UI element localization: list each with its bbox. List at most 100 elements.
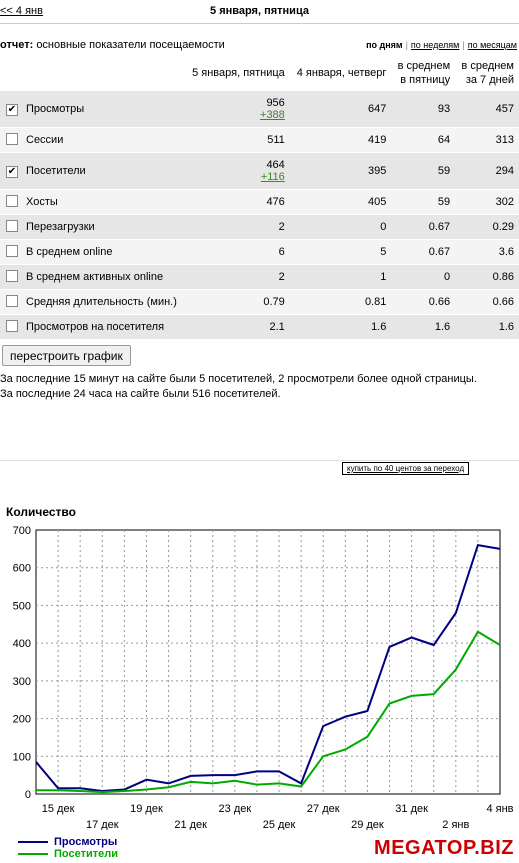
table-row: Средняя длительность (мин.) 0.79 0.81 0.66 0… [0, 289, 519, 315]
value-avg-friday: 0 [391, 264, 456, 290]
table-row: ✔ Просмотры 956 +388 647 93 457 [0, 91, 519, 128]
table-row: В среднем активных online 2 1 0 0.86 [0, 264, 519, 290]
x-tick-label: 23 дек [219, 803, 252, 815]
metric-checkbox[interactable] [6, 219, 18, 232]
metric-label: Хосты [18, 189, 186, 215]
x-tick-label: 17 дек [86, 819, 119, 830]
y-tick-label: 600 [13, 563, 31, 575]
y-tick-label: 500 [13, 600, 31, 612]
value-day: 511 [185, 127, 290, 153]
legend-swatch-views [18, 841, 48, 844]
legend-label-views: Просмотры [54, 836, 118, 848]
legend-item-views: Просмотры [18, 836, 117, 848]
value-prev: 0.81 [289, 289, 392, 315]
y-tick-label: 700 [13, 525, 31, 537]
metric-checkbox[interactable] [6, 194, 18, 207]
report-label: отчет: [0, 39, 34, 51]
col-day-header: 5 января, пятница [185, 54, 290, 91]
metric-label: Средняя длительность (мин.) [18, 289, 186, 315]
metric-label: Перезагрузки [18, 214, 186, 240]
value-day: 6 [185, 239, 290, 265]
x-tick-label: 2 янв [442, 819, 469, 830]
y-tick-label: 400 [13, 638, 31, 650]
x-tick-label: 4 янв [486, 803, 513, 815]
value-avg-7: 0.29 [455, 214, 519, 240]
buy-traffic-link[interactable]: купить по 40 центов за переход [342, 462, 470, 475]
value-prev: 0 [289, 214, 392, 240]
value-prev: 1 [289, 264, 392, 290]
metric-checkbox[interactable] [6, 294, 18, 307]
divider [0, 460, 519, 461]
value-day: 464 +116 [185, 152, 290, 190]
legend-swatch-visitors [18, 853, 48, 856]
delta-link[interactable]: +116 [260, 171, 285, 183]
x-tick-label: 15 дек [42, 803, 75, 815]
value-prev: 1.6 [289, 314, 392, 340]
prev-day-link[interactable]: << 4 янв [0, 5, 43, 17]
table-row: В среднем online 6 5 0.67 3.6 [0, 239, 519, 265]
legend-label-visitors: Посетители [54, 848, 118, 860]
value-day: 476 [185, 189, 290, 215]
x-tick-label: 31 дек [395, 803, 428, 815]
divider [0, 23, 519, 24]
x-tick-label: 19 дек [130, 803, 163, 815]
metric-checkbox[interactable] [6, 269, 18, 282]
metric-checkbox[interactable]: ✔ [6, 103, 18, 116]
value-avg-friday: 59 [391, 152, 456, 190]
metric-checkbox[interactable] [6, 319, 18, 332]
period-switcher: по дням | по неделям | по месяцам [366, 40, 517, 50]
col-prev-header: 4 января, четверг [289, 54, 392, 91]
table-row: Хосты 476 405 59 302 [0, 189, 519, 215]
page-title: 5 января, пятница [210, 5, 309, 17]
series-line-views [35, 543, 501, 793]
y-tick-label: 300 [13, 676, 31, 688]
value-avg-friday: 0.67 [391, 214, 456, 240]
metric-label: В среднем online [18, 239, 186, 265]
period-weeks-link[interactable]: по неделям [410, 40, 460, 50]
value-avg-7: 294 [455, 152, 519, 190]
value-day: 0.79 [185, 289, 290, 315]
x-tick-label: 29 дек [351, 819, 384, 830]
value-avg-7: 3.6 [455, 239, 519, 265]
x-tick-label: 21 дек [174, 819, 207, 830]
metric-label: Посетители [18, 152, 186, 190]
metric-label: Просмотров на посетителя [18, 314, 186, 340]
value-avg-friday: 64 [391, 127, 456, 153]
table-row: Перезагрузки 2 0 0.67 0.29 [0, 214, 519, 240]
period-months-link[interactable]: по месяцам [467, 40, 517, 50]
value-day: 2 [185, 264, 290, 290]
table-row: Просмотров на посетителя 2.1 1.6 1.6 1.6 [0, 314, 519, 340]
table-header-row: 5 января, пятница 4 января, четверг в ср… [0, 54, 519, 91]
info-line-15min: За последние 15 минут на сайте были 5 по… [0, 373, 477, 385]
col-avg-7-header: в среднем за 7 дней [455, 54, 519, 91]
metric-checkbox[interactable] [6, 244, 18, 257]
delta-link[interactable]: +388 [260, 109, 285, 121]
brand-logo: MEGATOP.BIZ [374, 837, 514, 859]
rebuild-chart-button[interactable]: перестроить график [2, 345, 131, 366]
line-chart: 0 100 200 300 400 500 600 700 15 дек 19 дек 23 дек… [13, 525, 514, 830]
col-avg-friday-header: в среднем в пятницу [391, 54, 456, 91]
x-tick-label: 27 дек [307, 803, 340, 815]
chart-title: Количество [6, 505, 76, 519]
value-avg-7: 0.86 [455, 264, 519, 290]
metric-label: В среднем активных online [18, 264, 186, 290]
value-prev: 5 [289, 239, 392, 265]
period-days[interactable]: по дням [366, 40, 403, 50]
value-prev: 647 [289, 91, 392, 128]
report-caption: отчет: основные показатели посещаемости [0, 39, 225, 51]
value-avg-7: 457 [455, 91, 519, 128]
value-avg-7: 1.6 [455, 314, 519, 340]
stats-table: 5 января, пятница 4 января, четверг в ср… [0, 54, 519, 340]
y-tick-label: 200 [13, 714, 31, 726]
value-prev: 419 [289, 127, 392, 153]
value-prev: 405 [289, 189, 392, 215]
metric-checkbox[interactable] [6, 132, 18, 145]
plot-area [35, 529, 501, 795]
value-day: 2.1 [185, 314, 290, 340]
metric-checkbox[interactable]: ✔ [6, 165, 18, 178]
value-avg-7: 313 [455, 127, 519, 153]
value-avg-friday: 93 [391, 91, 456, 128]
y-tick-label: 0 [25, 789, 31, 801]
value-day: 2 [185, 214, 290, 240]
value-avg-friday: 0.67 [391, 239, 456, 265]
